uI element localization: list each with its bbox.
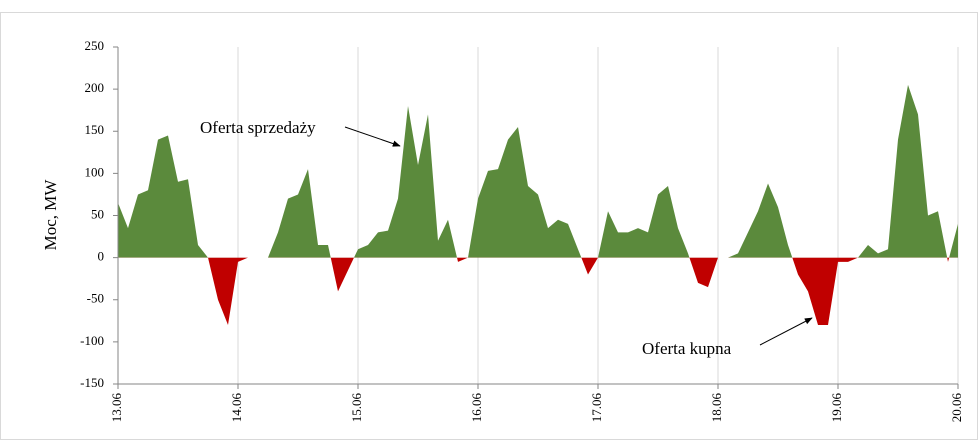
y-tick-label: 250 xyxy=(85,38,105,53)
x-tick-label: 14.06 xyxy=(229,393,244,423)
x-tick-label: 13.06 xyxy=(109,393,124,423)
y-tick-label: 150 xyxy=(85,122,105,137)
y-tick-label: 200 xyxy=(85,80,105,95)
annotation: Oferta sprzedaży xyxy=(200,118,316,137)
y-tick-label: -50 xyxy=(87,291,104,306)
y-tick-label: 0 xyxy=(98,249,105,264)
annotation: Oferta kupna xyxy=(642,339,732,358)
x-tick-label: 19.06 xyxy=(829,393,844,423)
y-tick-label: 50 xyxy=(91,206,104,221)
x-tick-label: 18.06 xyxy=(709,393,724,423)
x-tick-label: 17.06 xyxy=(589,393,604,423)
x-tick-label: 20.06 xyxy=(949,393,964,423)
area-positive xyxy=(118,84,958,258)
plot-area: -150 -100 -50 0 50 100 150 200 250 13.06 14.06 15.0… xyxy=(80,38,964,422)
y-tick-label: 100 xyxy=(85,164,105,179)
arrow xyxy=(344,126,401,147)
arrow xyxy=(759,317,813,346)
y-axis-label: Moc, MW xyxy=(41,179,60,251)
y-tick-label: -150 xyxy=(80,375,104,390)
y-tick-label: -100 xyxy=(80,333,104,348)
x-tick-label: 15.06 xyxy=(349,393,364,423)
x-tick-label: 16.06 xyxy=(469,393,484,423)
